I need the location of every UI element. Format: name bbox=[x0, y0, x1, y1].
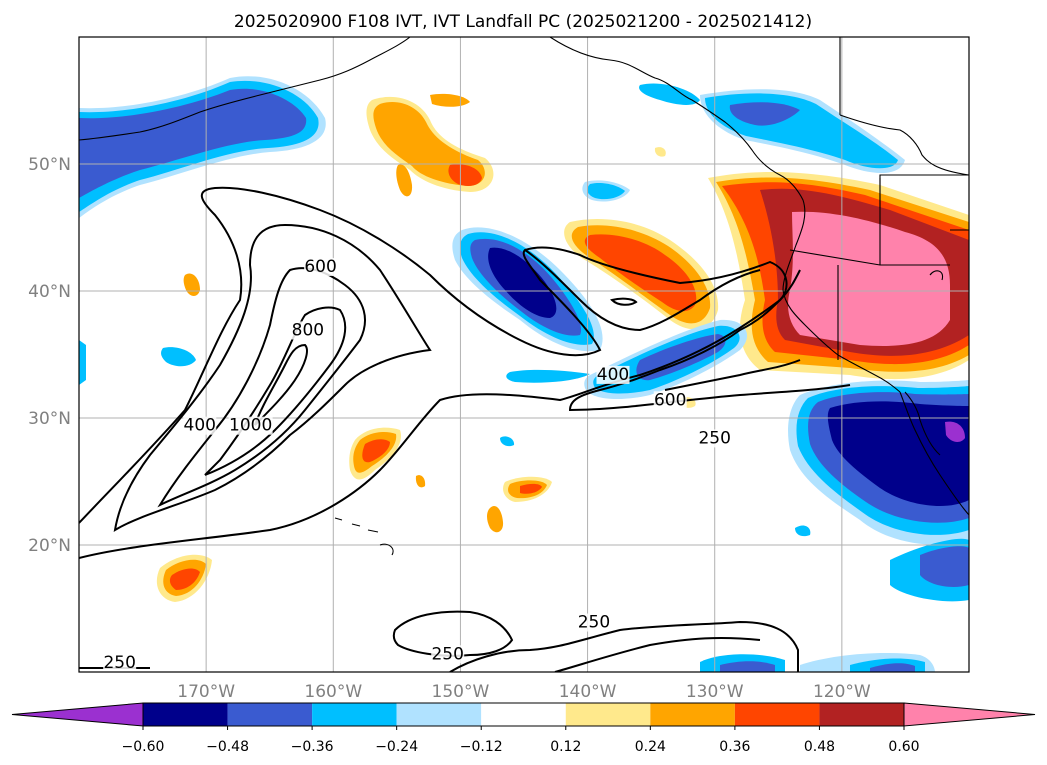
lon-tick-label: 150°W bbox=[432, 682, 490, 702]
contour-label: 250 bbox=[103, 653, 135, 673]
colorbar-tick-label: −0.24 bbox=[375, 739, 418, 755]
contour-label-bg bbox=[653, 391, 687, 410]
contour-label: 250 bbox=[431, 644, 463, 664]
ivt-contours bbox=[79, 186, 851, 672]
colorbar-swatch bbox=[481, 703, 566, 726]
colorbar-tick-labels: −0.60 −0.48 −0.36 −0.24 −0.12 0.12 0.24 0.36 0.4… bbox=[122, 726, 920, 755]
lat-tick-label: 20°N bbox=[28, 536, 71, 556]
contour-label: 400 bbox=[184, 416, 216, 436]
colorbar-swatch bbox=[819, 703, 904, 726]
colorbar-extend-max bbox=[903, 702, 1036, 727]
contour-label-bg bbox=[698, 429, 732, 448]
lat-tick-label: 50°N bbox=[28, 155, 71, 175]
lon-tick-label: 130°W bbox=[686, 682, 744, 702]
colorbar-frame bbox=[142, 702, 905, 727]
colorbar-tick-label: −0.12 bbox=[460, 739, 503, 755]
pc-positive-subtropical bbox=[156, 147, 696, 602]
lon-tick-label: 170°W bbox=[177, 682, 235, 702]
map-area: 600 800 400 1000 400 600 250 250 250 250 bbox=[79, 37, 969, 673]
pc-negative-north bbox=[79, 76, 905, 447]
longitude-labels: 170°W 160°W 150°W 140°W 130°W 120°W bbox=[177, 682, 871, 702]
colorbar-tick-label: 0.12 bbox=[550, 739, 581, 755]
contour-label-bg bbox=[183, 416, 217, 435]
contour-label-bg bbox=[577, 613, 611, 632]
chart-title: 2025020900 F108 IVT, IVT Landfall PC (20… bbox=[234, 12, 812, 32]
map-frame bbox=[78, 36, 970, 673]
colorbar-tick-label: 0.36 bbox=[719, 739, 750, 755]
colorbar-swatch bbox=[227, 703, 313, 726]
colorbar-swatch bbox=[734, 703, 820, 726]
colorbar bbox=[11, 702, 1036, 727]
coastlines bbox=[79, 37, 969, 556]
contour-labels: 600 800 400 1000 400 600 250 250 250 250 bbox=[103, 257, 732, 673]
contour-label: 250 bbox=[698, 428, 730, 448]
colorbar-tick-label: −0.60 bbox=[122, 739, 165, 755]
colorbar-swatch bbox=[143, 703, 228, 726]
contour-label: 800 bbox=[292, 320, 324, 340]
colorbar-tick-label: 0.48 bbox=[804, 739, 835, 755]
lon-tick-label: 120°W bbox=[813, 682, 871, 702]
pc-negative-central bbox=[452, 227, 603, 352]
latitude-labels: 50°N 40°N 30°N 20°N bbox=[28, 155, 71, 556]
contour-label-bg bbox=[304, 257, 338, 276]
pc-negative-south bbox=[700, 653, 935, 672]
contour-label: 600 bbox=[304, 257, 336, 277]
contour-label-bg bbox=[431, 645, 465, 664]
lon-tick-label: 140°W bbox=[559, 682, 617, 702]
colorbar-tick-label: 0.24 bbox=[635, 739, 666, 755]
contour-label-bg bbox=[228, 416, 273, 435]
colorbar-tick-label: 0.60 bbox=[888, 739, 919, 755]
contour-label-bg bbox=[596, 365, 630, 384]
colorbar-swatch bbox=[650, 703, 735, 726]
colorbar-extend-min bbox=[11, 702, 144, 727]
contour-label: 400 bbox=[597, 365, 629, 385]
contour-label: 250 bbox=[578, 613, 610, 633]
colorbar-swatch bbox=[312, 703, 397, 726]
lat-tick-label: 40°N bbox=[28, 282, 71, 302]
pc-positive-goa bbox=[366, 93, 494, 197]
contour-label-bg bbox=[291, 321, 325, 340]
contour-label: 1000 bbox=[229, 416, 272, 436]
colorbar-tick-label: −0.36 bbox=[291, 739, 334, 755]
lat-tick-label: 30°N bbox=[28, 409, 71, 429]
colorbar-swatch bbox=[565, 703, 651, 726]
colorbar-tick-label: −0.48 bbox=[206, 739, 249, 755]
colorbar-swatch bbox=[396, 703, 482, 726]
pc-negative-baja bbox=[788, 380, 969, 602]
contour-label: 600 bbox=[654, 390, 686, 410]
contour-label-bg bbox=[103, 654, 137, 672]
lon-tick-label: 160°W bbox=[304, 682, 362, 702]
